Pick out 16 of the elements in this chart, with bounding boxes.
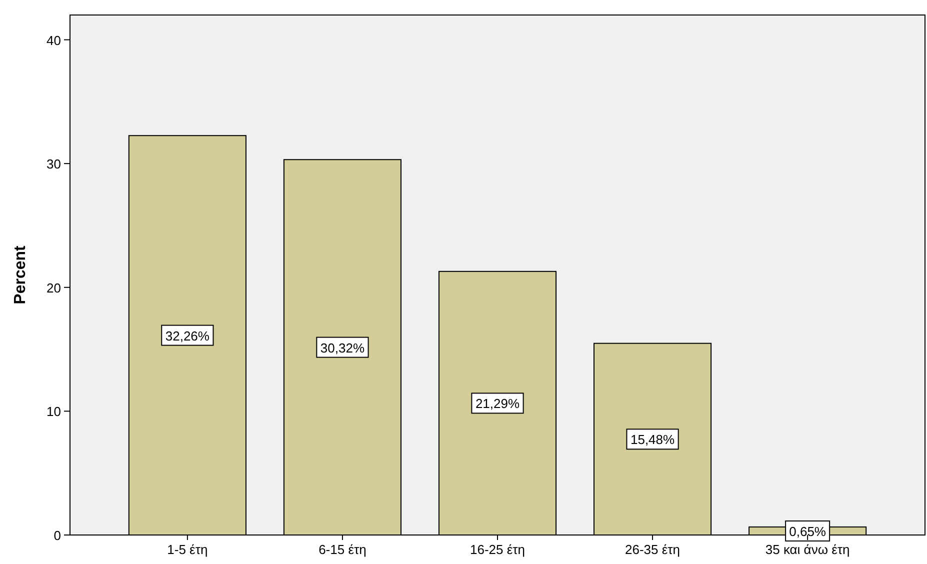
- x-tick-label: 1-5 έτη: [167, 542, 208, 557]
- x-tick-label: 35 και άνω έτη: [765, 542, 850, 557]
- y-tick-label: 40: [46, 32, 61, 48]
- x-tick-label: 26-35 έτη: [625, 542, 680, 557]
- data-label: 30,32%: [320, 340, 365, 356]
- data-label: 32,26%: [165, 328, 210, 344]
- data-label: 15,48%: [630, 432, 676, 448]
- y-axis-title: Percent: [12, 244, 29, 304]
- x-tick-label: 16-25 έτη: [470, 542, 526, 557]
- y-tick-label: 20: [46, 280, 61, 296]
- y-tick-label: 30: [46, 156, 61, 172]
- data-label: 0,65%: [789, 524, 826, 539]
- data-label: 21,29%: [475, 396, 520, 412]
- y-tick-label: 0: [54, 528, 61, 543]
- x-tick-label: 6-15 έτη: [318, 542, 366, 557]
- y-tick-label: 10: [46, 404, 61, 420]
